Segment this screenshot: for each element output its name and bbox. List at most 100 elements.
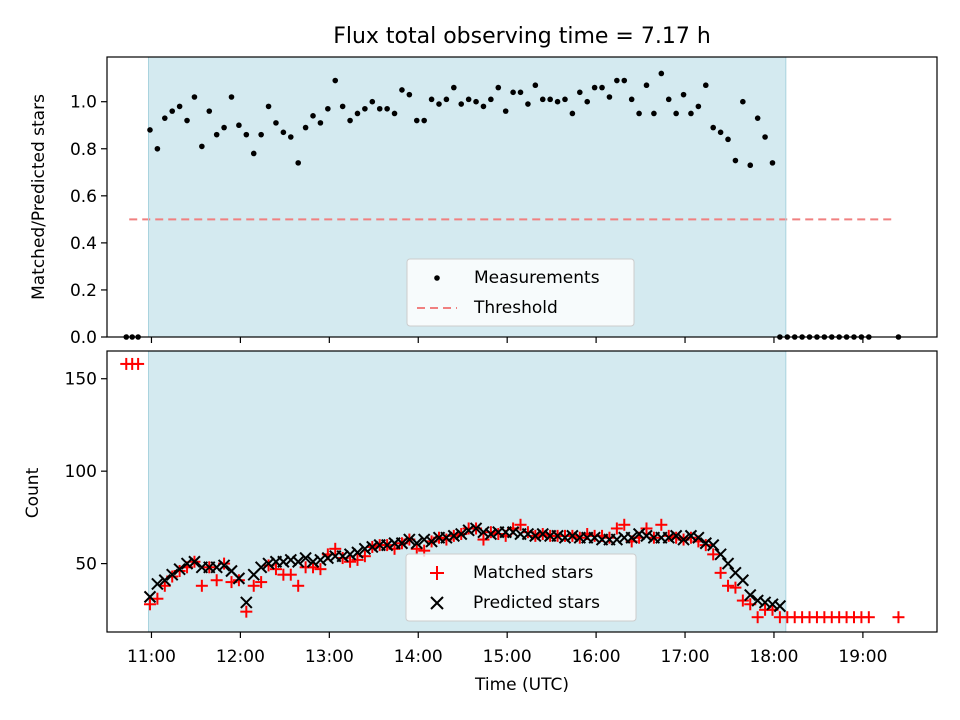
- y-tick-label: 0.8: [70, 140, 97, 160]
- predicted-star-point: [403, 533, 416, 546]
- measurement-point: [436, 101, 442, 107]
- x-axis-label: Time (UTC): [474, 675, 569, 695]
- matched-star-point: [618, 518, 631, 531]
- predicted-star-point: [143, 590, 157, 604]
- x-tick-label: 13:00: [305, 647, 354, 667]
- measurement-point: [547, 96, 553, 103]
- x-tick-label: 11:00: [127, 647, 176, 667]
- ratio-legend-box: [406, 258, 635, 327]
- measurement-point: [628, 96, 635, 103]
- matched-star-point: [351, 553, 364, 566]
- predicted-star-point: [551, 529, 564, 543]
- predicted-star-point: [217, 559, 231, 572]
- predicted-star-point: [677, 533, 690, 546]
- predicted-star-point: [588, 531, 601, 544]
- measurement-point: [428, 96, 435, 103]
- x-tick-label: 15:00: [483, 647, 532, 667]
- predicted-star-point: [440, 531, 453, 544]
- measurement-point: [717, 129, 724, 136]
- predicted-star-point: [343, 548, 357, 561]
- matched-star-point: [892, 611, 905, 624]
- measurement-point: [339, 103, 346, 110]
- predicted-star-point: [721, 557, 735, 570]
- matched-star-point: [292, 579, 305, 592]
- count-ylabel: Count: [23, 467, 43, 518]
- predicted-star-point: [469, 522, 483, 535]
- predicted-star-point: [262, 557, 275, 570]
- x-tick-label: 18:00: [749, 647, 798, 667]
- measurement-point: [502, 108, 509, 114]
- measurement-point: [754, 115, 761, 121]
- predicted-star-point: [240, 596, 253, 609]
- legend-measurements-marker: [434, 275, 440, 281]
- matched-star-point: [670, 531, 683, 544]
- measurement-point: [569, 110, 576, 117]
- matched-star-point: [729, 581, 742, 594]
- measurement-point: [680, 91, 687, 98]
- measurement-point: [250, 150, 257, 157]
- x-tick-label: 16:00: [572, 647, 621, 667]
- measurement-point: [295, 160, 301, 166]
- measurement-point: [213, 131, 220, 138]
- measurement-point: [199, 143, 205, 150]
- measurement-point: [665, 96, 672, 103]
- measurement-point: [325, 105, 331, 112]
- measurement-point: [169, 108, 176, 114]
- measurement-point: [347, 117, 353, 124]
- measurement-point: [710, 124, 716, 131]
- matched-star-point: [247, 579, 260, 592]
- matched-star-point: [484, 526, 497, 539]
- predicted-star-point: [321, 551, 335, 565]
- matched-star-point: [284, 568, 297, 581]
- measurement-point: [658, 70, 665, 77]
- measurement-point: [584, 98, 591, 105]
- matched-star-point: [699, 539, 712, 552]
- predicted-star-point: [744, 588, 757, 602]
- measurement-point: [480, 103, 487, 110]
- matched-star-point: [158, 579, 171, 592]
- predicted-star-point: [351, 546, 364, 559]
- measurement-point: [176, 103, 183, 110]
- matched-star-point: [610, 522, 623, 535]
- matched-star-point: [477, 533, 490, 546]
- y-tick-label: 0.0: [70, 328, 97, 348]
- measurement-point: [606, 94, 613, 100]
- measurement-point: [465, 96, 472, 103]
- measurement-point: [725, 136, 731, 143]
- predicted-star-point: [625, 531, 638, 544]
- predicted-star-point: [358, 542, 372, 556]
- y-tick-label: 50: [75, 555, 97, 575]
- legend-matched-label: Matched stars: [473, 563, 593, 583]
- matched-star-point: [151, 592, 164, 605]
- x-tick-label: 14:00: [394, 647, 443, 667]
- predicted-star-point: [188, 555, 201, 568]
- predicted-star-point: [536, 527, 549, 541]
- ratio-legend: Measurements Threshold: [406, 258, 635, 327]
- measurement-point: [376, 105, 383, 112]
- predicted-star-point: [566, 529, 579, 543]
- matched-star-point: [314, 563, 327, 576]
- measurement-point: [539, 96, 546, 103]
- measurement-point: [525, 101, 531, 107]
- predicted-star-point: [684, 529, 698, 543]
- measurement-point: [399, 87, 405, 93]
- matched-star-point: [514, 518, 527, 531]
- predicted-star-point: [410, 537, 423, 550]
- predicted-star-point: [395, 537, 409, 550]
- measurement-point: [332, 77, 339, 84]
- predicted-star-point: [506, 525, 520, 539]
- measurement-point: [265, 103, 272, 110]
- measurement-point: [384, 105, 390, 112]
- y-tick-label: 0.6: [70, 187, 97, 207]
- measurement-point: [702, 82, 709, 89]
- measurement-point: [191, 94, 198, 100]
- matched-star-point: [751, 611, 764, 624]
- predicted-star-point: [299, 551, 312, 565]
- measurement-point: [769, 160, 776, 166]
- measurement-point: [532, 82, 539, 89]
- measurement-point: [554, 98, 561, 105]
- matched-star-point: [722, 579, 735, 592]
- predicted-star-point: [380, 538, 394, 552]
- predicted-star-point: [632, 527, 646, 541]
- y-tick-label: 0.4: [70, 234, 97, 254]
